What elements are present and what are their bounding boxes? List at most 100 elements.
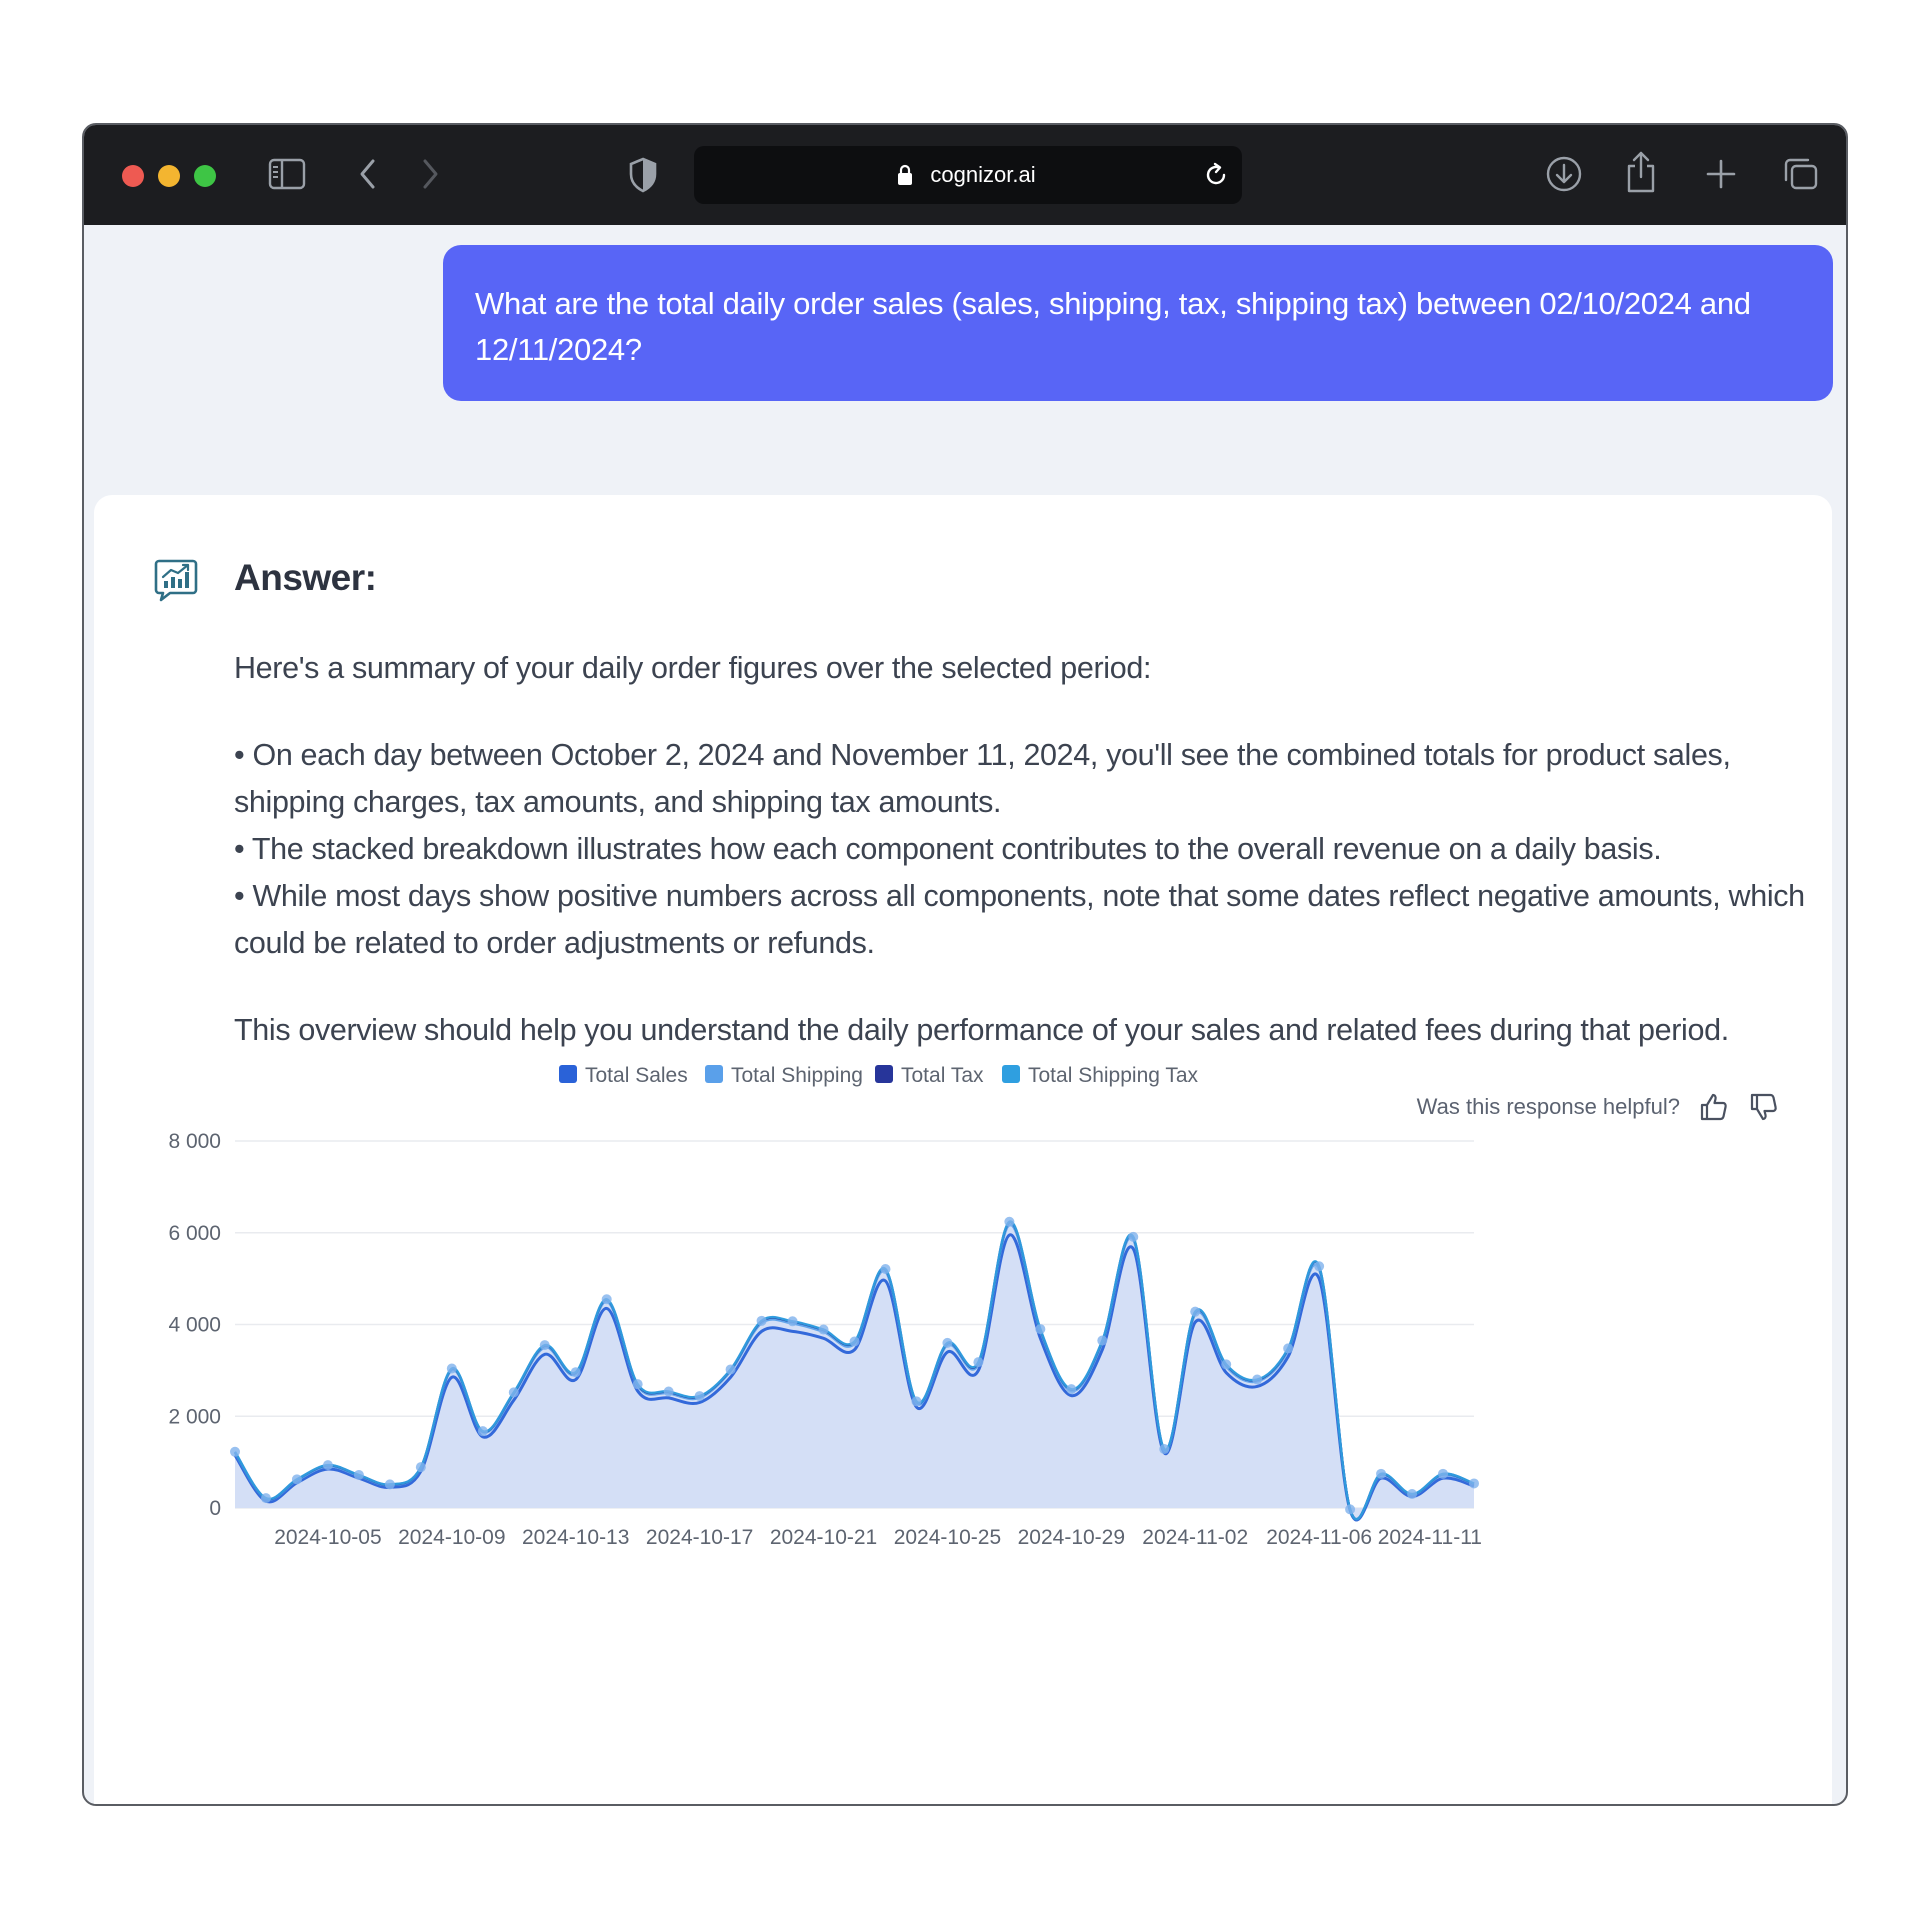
data-point[interactable] [570,1367,581,1378]
data-point[interactable] [446,1363,457,1374]
data-point[interactable] [1283,1343,1294,1354]
data-point[interactable] [1469,1478,1479,1489]
answer-heading: Answer: [234,557,377,598]
data-point[interactable] [942,1337,953,1348]
lock-icon [898,164,912,185]
legend-item[interactable]: Total Tax [875,1064,984,1087]
browser-window: cognizor.ai What are the total daily ord… [82,123,1848,1806]
data-point[interactable] [322,1460,333,1471]
data-point[interactable] [1066,1384,1077,1395]
data-point[interactable] [477,1426,488,1437]
answer-text: Here's a summary of your daily order fig… [234,645,1814,1054]
data-point[interactable] [1190,1306,1201,1317]
thumbs-down-icon[interactable] [1748,1091,1780,1123]
sidebar-icon[interactable] [268,157,306,191]
share-icon[interactable] [1624,150,1658,194]
x-tick-label: 2024-10-21 [770,1526,877,1549]
data-point[interactable] [1407,1489,1418,1500]
x-tick-label: 2024-10-05 [274,1526,381,1549]
chat-area: What are the total daily order sales (sa… [84,225,1846,1804]
data-point[interactable] [787,1316,798,1327]
address-bar[interactable]: cognizor.ai [694,146,1242,204]
tabs-overview-icon[interactable] [1782,156,1820,192]
minimize-window-button[interactable] [158,165,180,187]
feedback-bar: Was this response helpful? [1417,1087,1780,1127]
legend-item[interactable]: Total Sales [559,1064,688,1087]
data-point[interactable] [1035,1324,1046,1335]
zoom-window-button[interactable] [194,165,216,187]
data-point[interactable] [1128,1231,1139,1242]
data-point[interactable] [1345,1504,1356,1515]
chart-lines [233,1220,1475,1522]
data-point[interactable] [353,1469,364,1480]
data-point[interactable] [1097,1335,1108,1346]
legend-swatch [705,1065,723,1083]
legend-item[interactable]: Total Shipping Tax [1002,1064,1199,1087]
reload-icon[interactable] [1202,161,1230,189]
x-tick-label: 2024-10-13 [522,1526,629,1549]
chart-areas [235,1221,1474,1520]
data-point[interactable] [849,1336,860,1347]
x-tick-label: 2024-11-02 [1142,1526,1248,1549]
answer-intro: Here's a summary of your daily order fig… [234,651,1152,685]
data-point[interactable] [973,1357,984,1368]
data-point[interactable] [663,1386,674,1397]
data-point[interactable] [1221,1359,1232,1370]
x-tick-label: 2024-10-09 [398,1526,505,1549]
data-point[interactable] [539,1340,550,1351]
legend-label: Total Shipping Tax [1028,1064,1199,1087]
legend-label: Total Tax [901,1064,984,1087]
legend-item[interactable]: Total Shipping [705,1064,863,1087]
y-tick-label: 2 000 [168,1405,221,1428]
x-tick-label: 2024-10-29 [1018,1526,1125,1549]
data-point[interactable] [1252,1374,1263,1385]
thumbs-up-icon[interactable] [1698,1091,1730,1123]
feedback-prompt: Was this response helpful? [1416,1094,1680,1119]
y-axis: 0 2 000 4 000 6 000 8 000 [168,1130,221,1520]
browser-toolbar: cognizor.ai [84,125,1846,225]
data-point[interactable] [260,1493,271,1504]
data-point[interactable] [1376,1468,1387,1479]
data-point[interactable] [601,1294,612,1305]
answer-bullet: • The stacked breakdown illustrates how … [234,832,1662,866]
chart-points [230,1216,1479,1515]
shield-icon[interactable] [628,157,658,193]
data-point[interactable] [1314,1261,1325,1272]
data-point[interactable] [1004,1216,1015,1227]
total-area-fill [235,1221,1474,1520]
series-line [233,1220,1475,1521]
data-point[interactable] [911,1396,922,1407]
x-tick-label: 2024-10-25 [894,1526,1001,1549]
data-point[interactable] [1438,1468,1449,1479]
legend-swatch [875,1065,893,1083]
forward-icon[interactable] [418,157,442,191]
y-tick-label: 6 000 [168,1222,221,1245]
close-window-button[interactable] [122,165,144,187]
chart-chat-icon [154,559,198,602]
data-point[interactable] [291,1474,302,1485]
legend-swatch [1002,1065,1020,1083]
answer-card: Answer: Here's a summary of your daily o… [94,495,1832,1804]
download-icon[interactable] [1544,154,1584,194]
data-point[interactable] [1159,1444,1170,1455]
x-tick-label: 2024-10-17 [646,1526,753,1549]
answer-outro: This overview should help you understand… [234,1013,1729,1047]
chart-legend: Total Sales Total Shipping Total Tax Total … [559,1064,1199,1087]
legend-swatch [559,1065,577,1083]
legend-label: Total Sales [585,1064,688,1087]
back-icon[interactable] [356,157,380,191]
data-point[interactable] [880,1263,891,1274]
data-point[interactable] [632,1379,643,1390]
answer-bullet: • While most days show positive numbers … [234,879,1805,960]
data-point[interactable] [818,1324,829,1335]
answer-bullet: • On each day between October 2, 2024 an… [234,738,1731,819]
data-point[interactable] [384,1479,395,1490]
data-point[interactable] [415,1462,426,1473]
data-point[interactable] [725,1364,736,1375]
data-point[interactable] [694,1391,705,1402]
new-tab-icon[interactable] [1704,157,1738,191]
data-point[interactable] [230,1446,240,1457]
data-point[interactable] [508,1387,519,1398]
data-point[interactable] [756,1315,767,1326]
